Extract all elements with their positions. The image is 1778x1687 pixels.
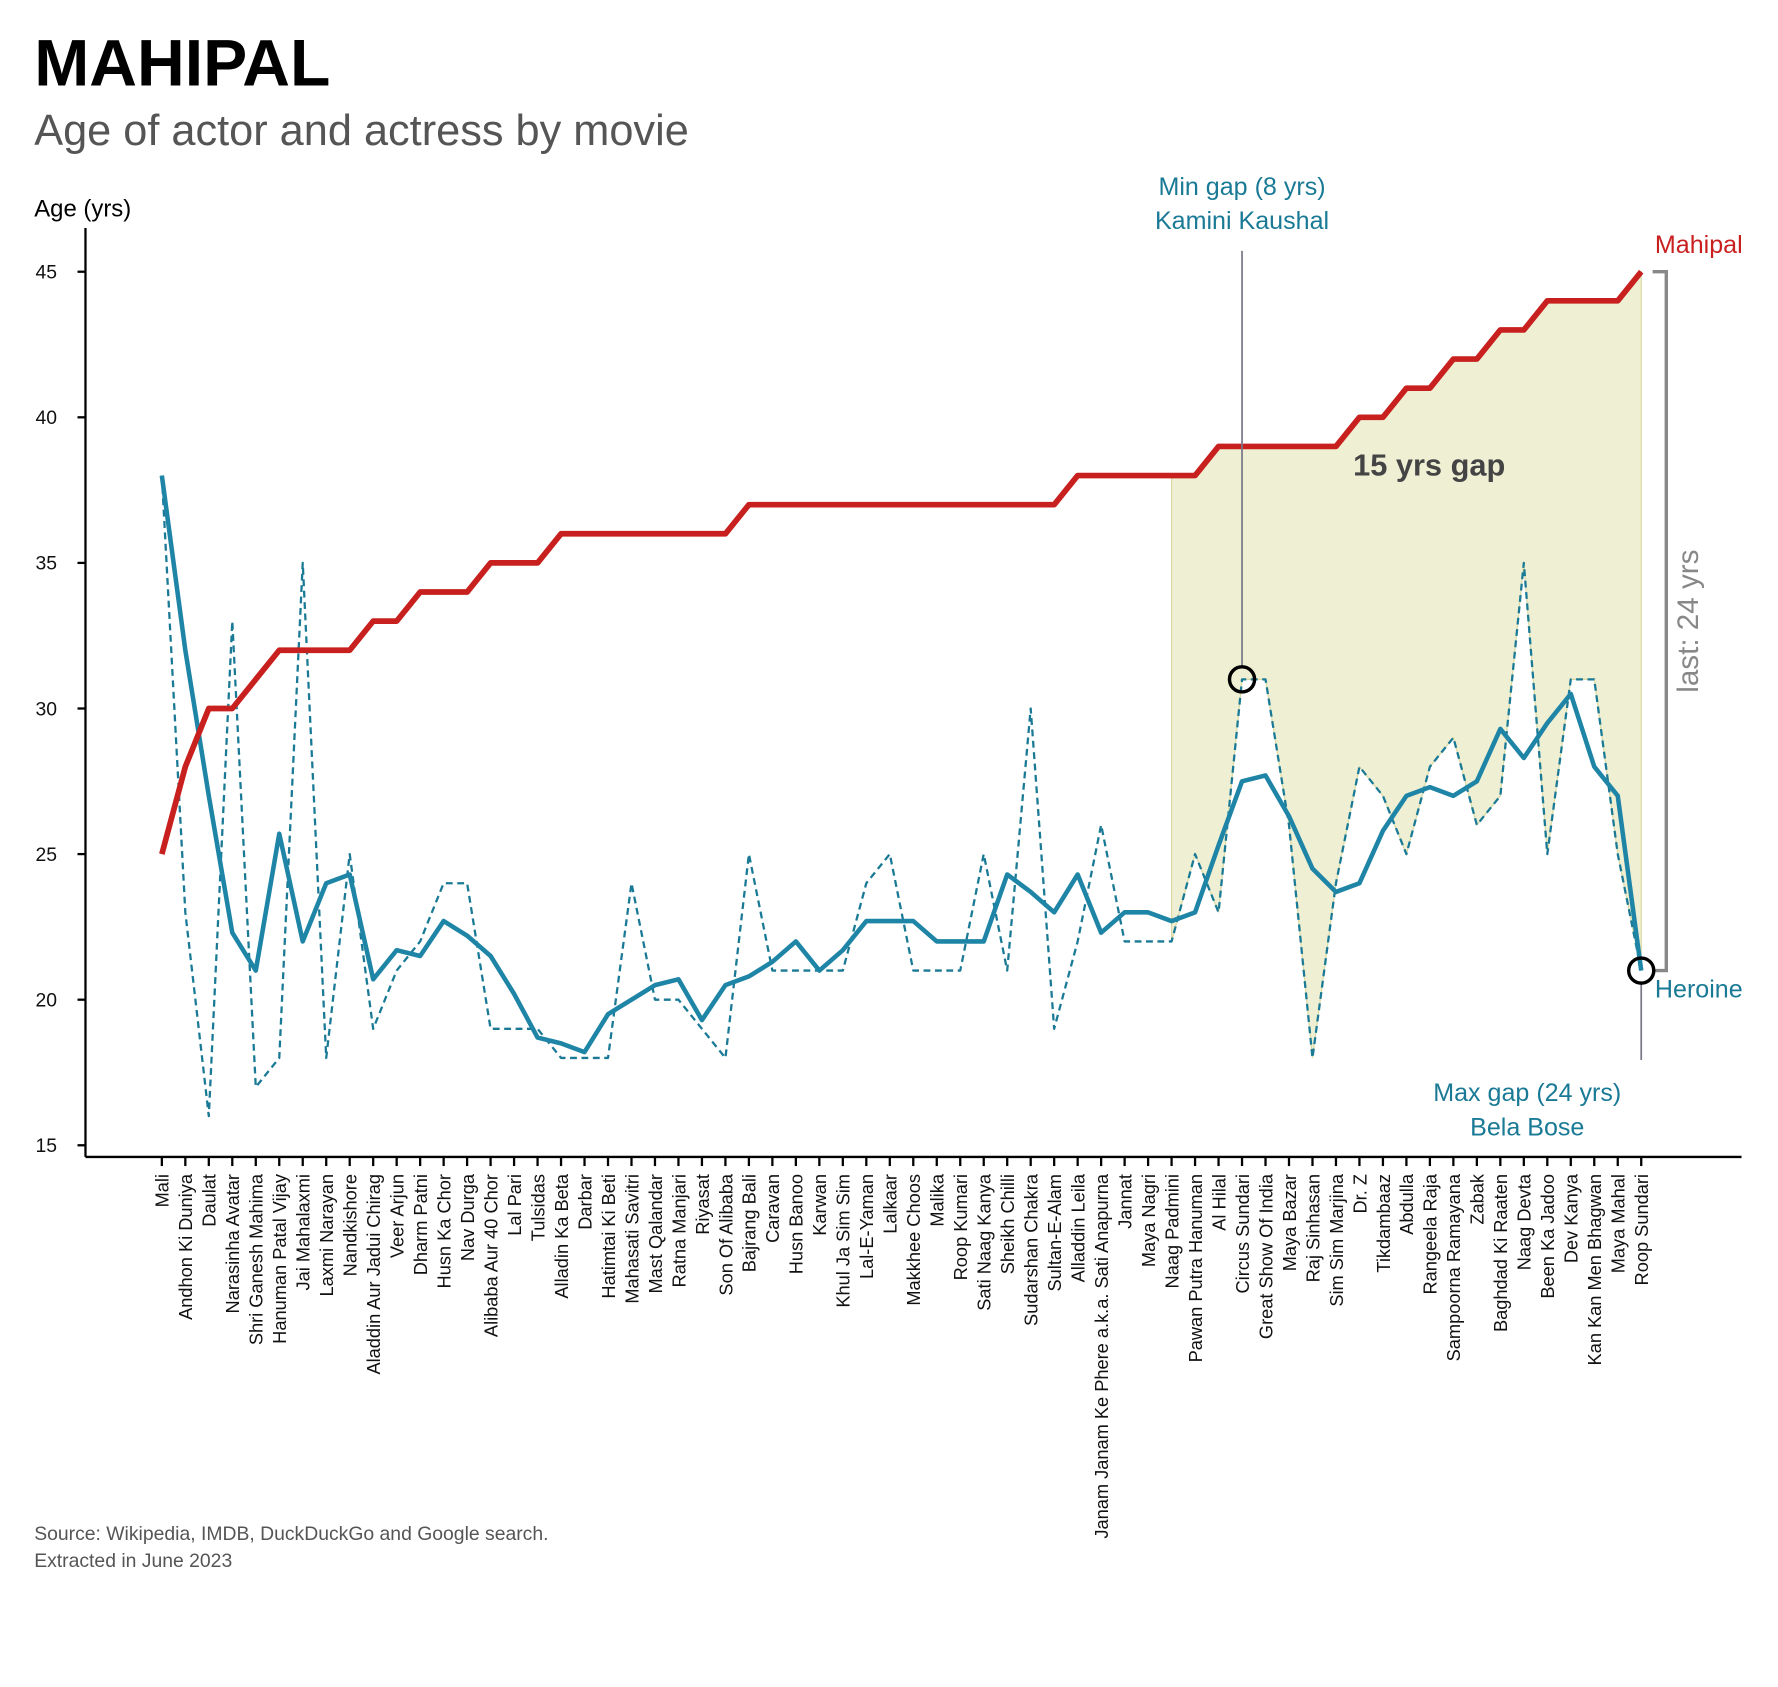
x-tick-label: Roop Sundari <box>1631 1174 1652 1285</box>
x-tick-label: Nandkishore <box>340 1174 361 1276</box>
x-tick-label: Roop Kumari <box>950 1174 971 1280</box>
x-tick-label: Zabak <box>1467 1173 1488 1225</box>
x-tick-label: Tikdambaaz <box>1373 1174 1394 1273</box>
x-tick-label: Sampoorna Ramayana <box>1443 1173 1464 1361</box>
x-tick-label: Sati Naag Kanya <box>974 1173 995 1311</box>
x-tick-label: Lal Pari <box>504 1174 525 1236</box>
x-tick-label: Shri Ganesh Mahima <box>246 1173 267 1345</box>
x-tick-label: Sudarshan Chakra <box>1021 1173 1042 1326</box>
x-tick-label: Hatimtai Ki Beti <box>598 1174 619 1299</box>
source-note: Source: Wikipedia, IMDB, DuckDuckGo and … <box>34 1523 548 1545</box>
last-gap-label: last: 24 yrs <box>1672 550 1705 693</box>
y-tick-label: 15 <box>35 1135 57 1157</box>
x-tick-label: Baghdad Ki Raaten <box>1490 1174 1511 1332</box>
annotation-text: Max gap (24 yrs) <box>1433 1079 1621 1107</box>
gap-label: 15 yrs gap <box>1353 448 1505 483</box>
x-tick-label: Naag Padmini <box>1161 1174 1182 1288</box>
line <box>159 269 1644 855</box>
series-label: Mahipal <box>1655 231 1743 259</box>
x-tick-label: Circus Sundari <box>1232 1174 1253 1293</box>
x-tick-label: Aladdin Aur Jadui Chirag <box>363 1174 384 1375</box>
annotation-marker <box>1626 956 1656 985</box>
x-tick-label: Dharm Patni <box>410 1174 431 1275</box>
x-tick-label: Sheikh Chilli <box>997 1174 1018 1274</box>
x-tick-label: Maya Nagri <box>1138 1174 1159 1267</box>
chart-subtitle: Age of actor and actress by movie <box>34 107 689 155</box>
x-tick-label: Husn Ka Chor <box>433 1174 454 1288</box>
x-tick-label: Great Show Of India <box>1255 1173 1276 1339</box>
x-tick-label: Maya Bazar <box>1279 1174 1300 1271</box>
x-tick-label: Narasinha Avatar <box>222 1174 243 1313</box>
x-tick-label: Kan Kan Men Bhagwan <box>1584 1174 1605 1365</box>
x-tick-label: Pawan Putra Hanuman <box>1185 1174 1206 1362</box>
series-label: Heroine <box>1655 975 1743 1003</box>
x-tick-label: Maya Mahal <box>1608 1174 1629 1273</box>
x-tick-label: Al Hilal <box>1208 1174 1229 1231</box>
x-tick-label: Makkhee Choos <box>903 1174 924 1306</box>
x-tick-label: Laxmi Narayan <box>316 1174 337 1297</box>
x-tick-label: Abdulla <box>1396 1173 1417 1235</box>
x-tick-label: Rangeela Raja <box>1420 1173 1441 1294</box>
x-tick-label: Sim Sim Marjina <box>1326 1173 1347 1306</box>
y-tick-label: 30 <box>35 698 57 720</box>
y-tick-label: 35 <box>35 553 57 575</box>
x-tick-label: Sultan-E-Alam <box>1044 1174 1065 1291</box>
annotation-marker <box>1227 665 1257 694</box>
x-tick-label: Ratna Manjari <box>668 1174 689 1287</box>
y-tick-label: 25 <box>35 844 57 866</box>
x-tick-label: Mali <box>152 1174 173 1207</box>
y-tick-label: 20 <box>35 990 57 1012</box>
source-note: Extracted in June 2023 <box>34 1550 232 1572</box>
x-tick-label: Mast Qalandar <box>645 1174 666 1294</box>
last-gap-bracket <box>1652 270 1669 973</box>
x-tick-label: Been Ka Jadoo <box>1537 1174 1558 1299</box>
x-tick-label: Janam Janam Ke Phere a.k.a. Sati Anapurn… <box>1091 1173 1112 1538</box>
x-tick-label: Jai Mahalaxmi <box>293 1174 314 1290</box>
x-tick-label: Nav Durga <box>457 1173 478 1261</box>
x-tick-label: Lal-E-Yaman <box>856 1174 877 1279</box>
x-tick-label: Alibaba Aur 40 Chor <box>480 1174 501 1337</box>
y-tick-label: 40 <box>35 407 57 429</box>
x-tick-label: Khul Ja Sim Sim <box>833 1174 854 1308</box>
x-tick-label: Raj Sinhasan <box>1302 1174 1323 1282</box>
line <box>159 475 1644 1055</box>
x-tick-label: Husn Banoo <box>786 1174 807 1274</box>
y-axis-label: Age (yrs) <box>34 196 131 223</box>
x-tick-label: Mahasati Savitri <box>621 1174 642 1304</box>
x-tick-label: Bajrang Bali <box>739 1174 760 1272</box>
x-tick-label: Karwan <box>809 1174 830 1236</box>
x-tick-label: Darbar <box>574 1174 595 1230</box>
x-tick-label: Andhon Ki Duniya <box>175 1173 196 1320</box>
x-tick-label: Son Of Alibaba <box>715 1173 736 1295</box>
x-tick-label: Jannat <box>1114 1174 1135 1229</box>
x-tick-label: Naag Devta <box>1514 1173 1535 1270</box>
x-tick-label: Lalkaar <box>880 1174 901 1234</box>
x-tick-label: Hanuman Patal Vijay <box>269 1173 290 1344</box>
annotation-text: Min gap (8 yrs) <box>1158 173 1325 201</box>
x-tick-label: Veer Arjun <box>387 1174 408 1258</box>
x-tick-label: Alladdin Leila <box>1067 1173 1088 1282</box>
chart-title: MAHIPAL <box>34 27 330 101</box>
x-tick-label: Dr. Z <box>1349 1174 1370 1213</box>
annotation-text: Bela Bose <box>1470 1113 1584 1141</box>
x-tick-label: Daulat <box>199 1174 220 1227</box>
y-tick-label: 45 <box>35 262 57 284</box>
x-tick-label: Alladin Ka Beta <box>551 1173 572 1298</box>
x-tick-label: Dev Kanya <box>1561 1173 1582 1263</box>
annotation-text: Kamini Kaushal <box>1155 207 1329 235</box>
x-tick-label: Malika <box>927 1173 948 1227</box>
x-tick-label: Riyasat <box>692 1174 713 1235</box>
x-tick-label: Caravan <box>762 1174 783 1243</box>
x-tick-label: Tulsidas <box>527 1174 548 1241</box>
